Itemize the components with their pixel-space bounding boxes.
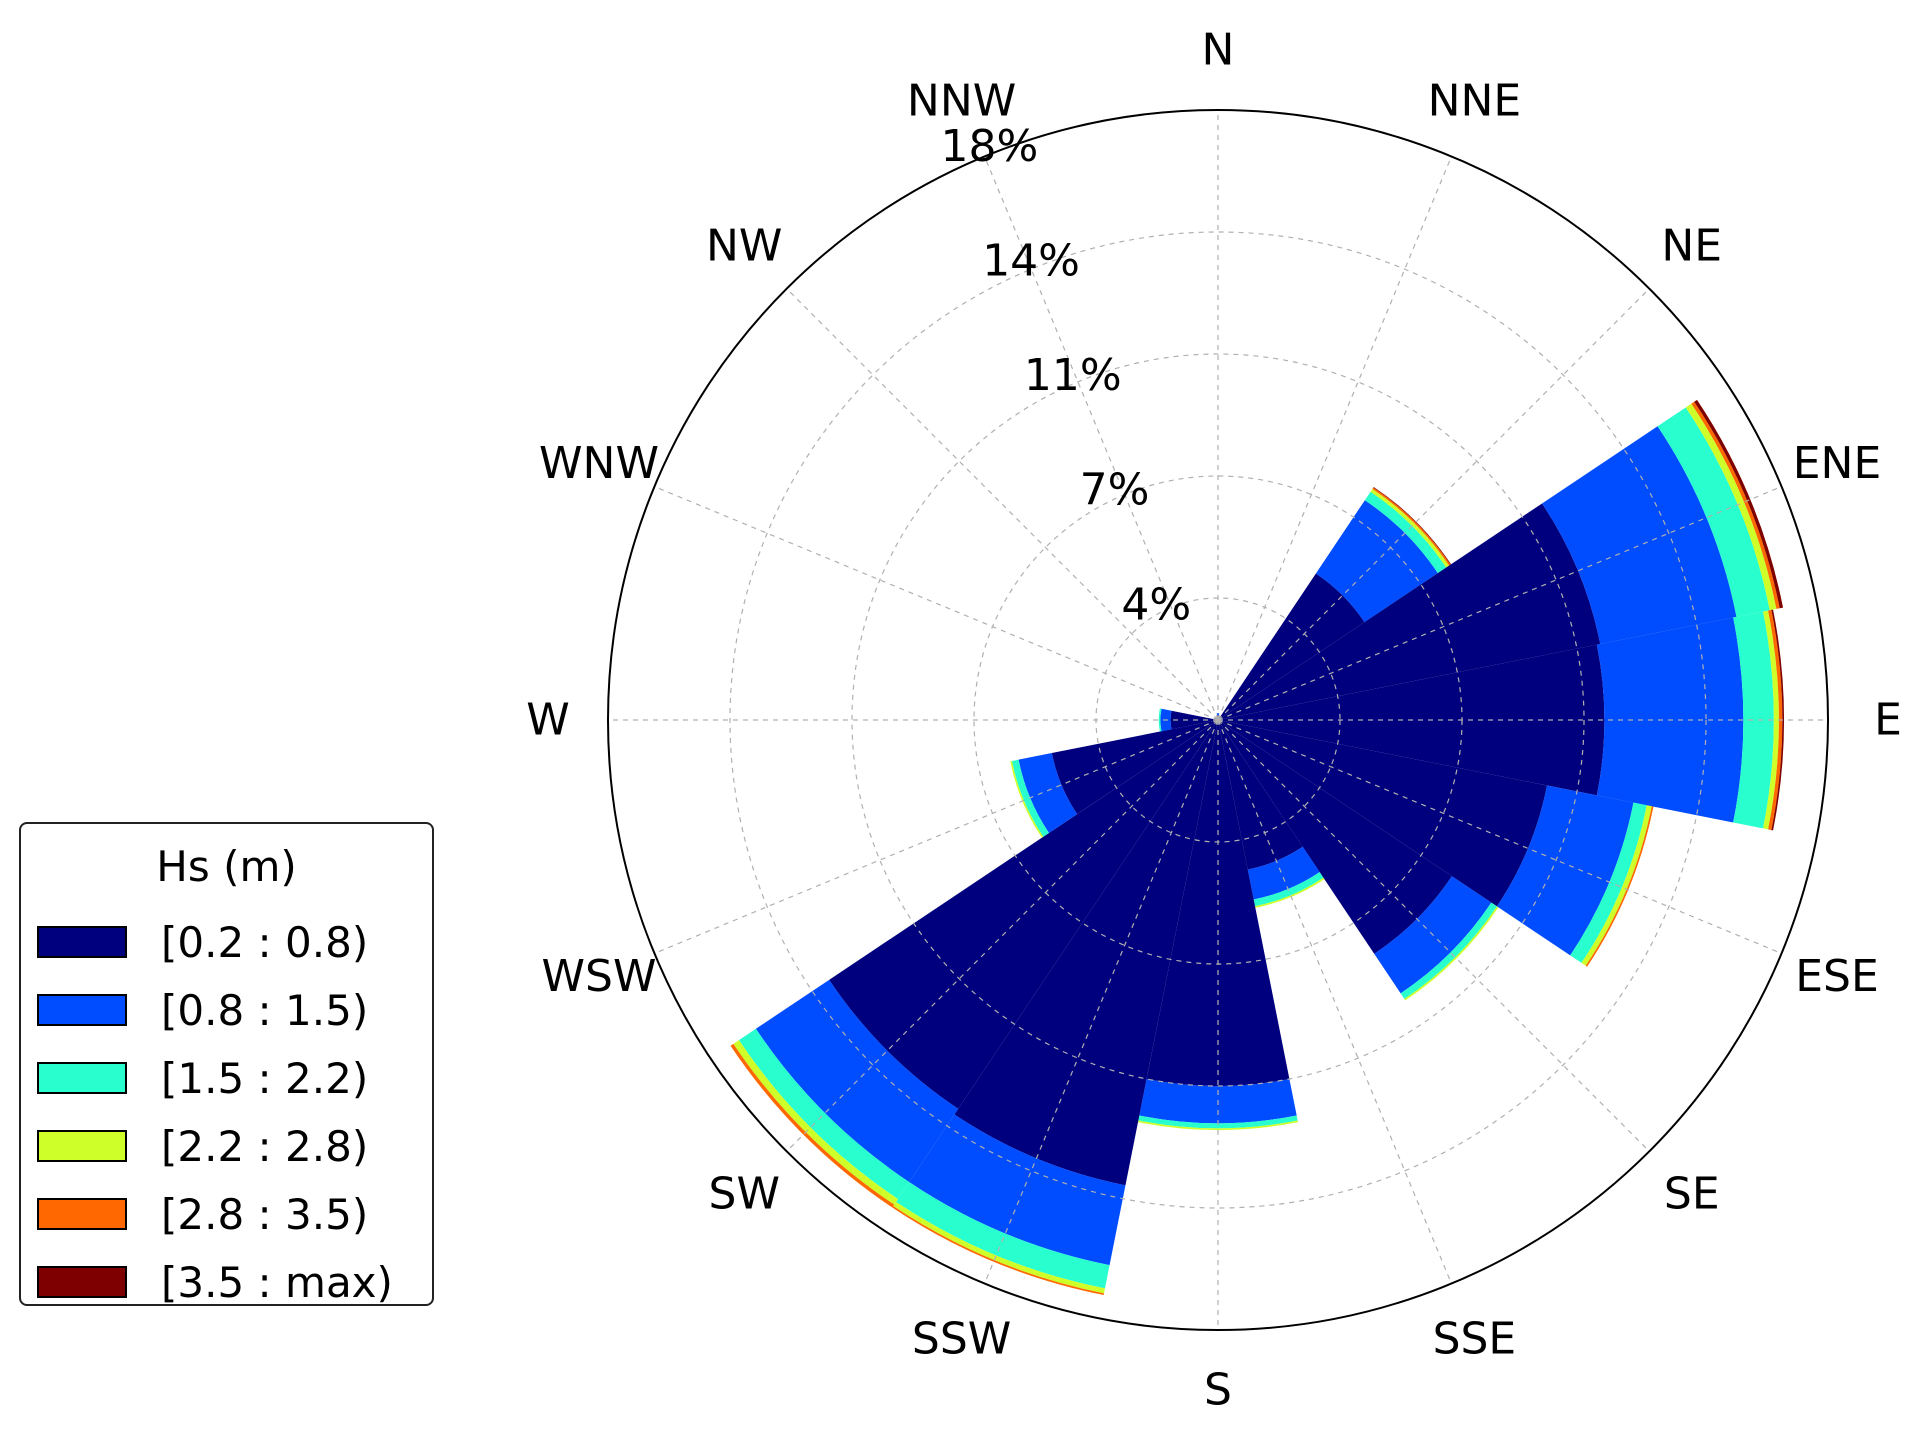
bar-wsw-bin-3: [1010, 760, 1044, 838]
direction-labels: N NNE NE ENE E ESE SE SSE S SSW SW WSW W WNW NW NNW: [526, 25, 1902, 1416]
bar-w-bin-2: [1158, 708, 1162, 732]
legend-item: [3.5 : max): [37, 1248, 393, 1316]
direction-label-sw: SW: [709, 1168, 780, 1219]
legend-swatch: [37, 1198, 127, 1230]
grid-spoke: [984, 719, 1219, 1284]
bar-ese-bin-2: [1570, 802, 1647, 963]
bar-ene-bin-0: [1218, 503, 1601, 720]
bar-ene-bin-2: [1657, 407, 1770, 617]
direction-label-ne: NE: [1661, 221, 1722, 272]
legend-item: [1.5 : 2.2): [37, 1044, 393, 1112]
bar-s-bin-3: [1138, 1120, 1298, 1131]
direction-label-ssw: SSW: [912, 1314, 1011, 1365]
bar-sw-bin-2: [738, 1028, 910, 1200]
direction-label-sse: SSE: [1433, 1314, 1517, 1365]
bar-e-bin-2: [1733, 611, 1774, 829]
legend-title: Hs (m): [156, 842, 297, 891]
bar-sse-bin-3: [1255, 877, 1325, 908]
direction-label-wsw: WSW: [542, 951, 657, 1002]
bar-ese-bin-0: [1218, 720, 1548, 907]
bar-ssw-bin-0: [954, 720, 1218, 1186]
direction-label-e: E: [1874, 695, 1902, 746]
bar-ssw-bin-3: [893, 1201, 1105, 1294]
legend-label: [2.8 : 3.5): [161, 1189, 369, 1239]
direction-label-s: S: [1204, 1365, 1232, 1416]
bar-e-bin-5: [1771, 609, 1784, 831]
grid-spoke: [1217, 288, 1650, 721]
legend-swatch: [37, 1062, 127, 1094]
ring-label: 4%: [1121, 579, 1191, 630]
direction-label-nnw: NNW: [907, 76, 1016, 127]
legend: Hs (m) [0.2 : 0.8) [0.8 : 1.5) [1.5 : 2.…: [19, 822, 434, 1307]
direction-label-ese: ESE: [1795, 951, 1879, 1002]
bar-ese-bin-1: [1496, 785, 1634, 956]
bar-ese-bin-3: [1581, 805, 1652, 966]
bar-n-bin-1: [1216, 713, 1220, 716]
grid-spoke: [1217, 719, 1650, 1152]
bar-sse-bin-0: [1218, 720, 1303, 870]
legend-label: [0.2 : 0.8): [161, 917, 369, 967]
bar-ssw-bin-2: [896, 1182, 1110, 1289]
grid-ring: [851, 353, 1585, 1087]
grid-spoke: [1217, 156, 1452, 721]
outer-circle: [607, 109, 1829, 1331]
grid-spoke: [1217, 486, 1782, 721]
direction-label-ene: ENE: [1793, 438, 1882, 489]
bar-sse-bin-1: [1247, 846, 1320, 900]
bar-s-bin-2: [1138, 1115, 1298, 1129]
grid-spoke: [654, 486, 1219, 721]
legend-item: [2.8 : 3.5): [37, 1180, 393, 1248]
direction-label-nw: NW: [706, 221, 782, 272]
legend-label: [2.2 : 2.8): [161, 1121, 369, 1171]
grid-spoke: [984, 156, 1219, 721]
legend-item: [2.2 : 2.8): [37, 1112, 393, 1180]
direction-label-w: W: [526, 695, 570, 746]
grid-spoke: [786, 288, 1219, 721]
ring-labels: 4% 7% 11% 14% 18%: [940, 121, 1191, 631]
legend-item: [0.8 : 1.5): [37, 976, 393, 1044]
direction-label-se: SE: [1664, 1168, 1720, 1219]
legend-label: [1.5 : 2.2): [161, 1053, 369, 1103]
grid-spoke: [1217, 719, 1452, 1284]
grid-ring: [729, 231, 1707, 1209]
polar-grid: [608, 110, 1828, 1330]
bar-ne-bin-2: [1364, 491, 1447, 574]
legend-label: [3.5 : max): [161, 1257, 393, 1307]
direction-label-n: N: [1202, 25, 1235, 76]
ring-label: 18%: [940, 121, 1038, 172]
bar-ne-bin-3: [1370, 488, 1450, 568]
ring-label: 14%: [982, 235, 1080, 286]
legend-list: [0.2 : 0.8) [0.8 : 1.5) [1.5 : 2.2) [2.2…: [37, 908, 393, 1316]
legend-swatch: [37, 1266, 127, 1298]
legend-swatch: [37, 1130, 127, 1162]
direction-label-nne: NNE: [1428, 76, 1522, 127]
ring-label: 11%: [1024, 350, 1122, 401]
grid-spoke: [786, 719, 1219, 1152]
ring-label: 7%: [1080, 465, 1150, 516]
bar-wsw-bin-0: [1051, 720, 1218, 815]
bar-ssw-bin-1: [909, 1114, 1126, 1266]
direction-label-wnw: WNW: [539, 438, 659, 489]
bar-sw-bin-3: [733, 1040, 898, 1205]
legend-swatch: [37, 926, 127, 958]
legend-item: [0.2 : 0.8): [37, 908, 393, 976]
legend-swatch: [37, 994, 127, 1026]
bar-se-bin-2: [1400, 902, 1497, 999]
grid-spoke: [654, 719, 1219, 954]
bar-ene-bin-3: [1685, 403, 1777, 611]
bar-wsw-bin-1: [1018, 753, 1078, 833]
bar-wsw-bin-2: [1011, 759, 1049, 837]
rose-bars: [730, 399, 1784, 1296]
grid-spoke: [1217, 719, 1782, 954]
bar-e-bin-3: [1763, 610, 1779, 830]
legend-label: [0.8 : 1.5): [161, 985, 369, 1035]
bar-e-bin-4: [1768, 609, 1783, 831]
